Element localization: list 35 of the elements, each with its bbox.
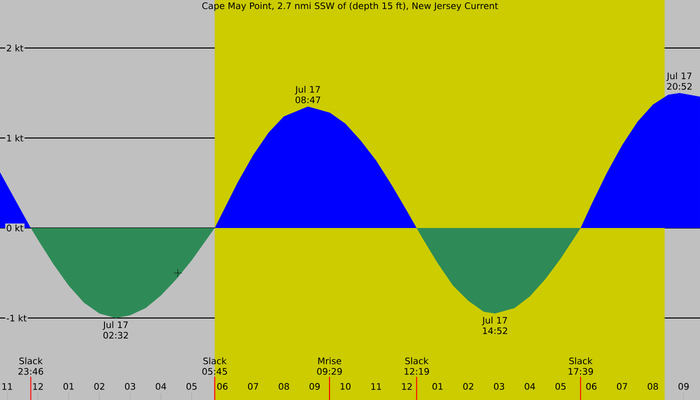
x-tick-label: 06 xyxy=(586,382,597,390)
ref-line-label: Slack 17:39 xyxy=(568,357,593,375)
x-tick-label: 12 xyxy=(402,383,412,390)
x-tick-label: 11 xyxy=(2,383,12,390)
x-tick-label: 11 xyxy=(371,383,382,390)
x-tick-label: 09 xyxy=(678,382,689,390)
x-tick-label: 10 xyxy=(340,382,351,390)
x-tick-label: 04 xyxy=(524,382,536,390)
y-tick-label: 2 kt xyxy=(6,44,24,52)
x-tick-label: 01 xyxy=(64,382,74,390)
y-tick-label: 1 kt xyxy=(7,134,24,142)
x-tick-label: 02 xyxy=(463,382,474,390)
x-tick-label: 03 xyxy=(125,382,136,390)
y-tick-label: 0 kt xyxy=(6,224,24,232)
x-tick-label: 07 xyxy=(616,382,628,390)
x-tick-label: 01 xyxy=(432,382,443,390)
x-tick-label: 05 xyxy=(555,382,566,390)
x-tick-label: 03 xyxy=(494,382,504,390)
x-tick-label: 12 xyxy=(33,383,43,390)
annotation: Jul 17 20:52 xyxy=(666,72,692,90)
y-tick-label: -1 kt xyxy=(6,314,27,322)
x-tick-label: 08 xyxy=(648,382,658,390)
annotation: Jul 17 14:52 xyxy=(482,316,508,334)
x-tick-label: 05 xyxy=(186,382,197,390)
x-tick-label: 09 xyxy=(310,382,320,390)
ref-line-label: Slack 23:46 xyxy=(18,357,44,375)
annotation: Jul 17 08:47 xyxy=(294,86,320,104)
ref-line-label: Slack 12:19 xyxy=(404,357,429,375)
annotation: Jul 17 02:32 xyxy=(102,321,128,339)
ref-line-label: Mrise 09:29 xyxy=(317,357,342,375)
x-tick-label: 04 xyxy=(156,382,166,390)
x-tick-label: 07 xyxy=(248,382,258,390)
x-tick-label: 02 xyxy=(94,382,104,390)
x-tick-label: 06 xyxy=(217,382,228,390)
x-tick-label: 08 xyxy=(278,382,290,390)
